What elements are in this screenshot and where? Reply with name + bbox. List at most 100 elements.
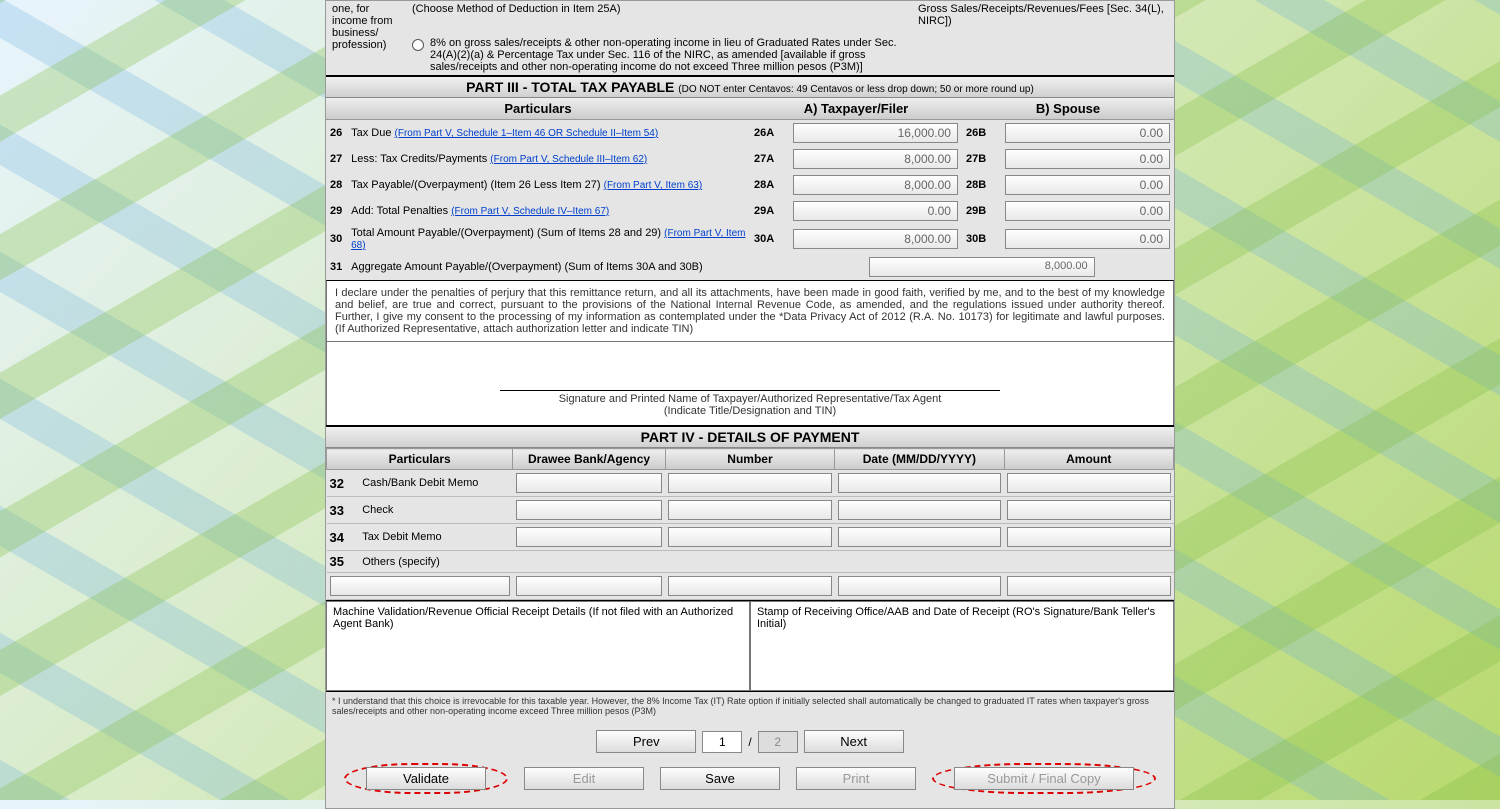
col-b: B) Spouse <box>962 98 1174 120</box>
footnote-text: * I understand that this choice is irrev… <box>326 691 1174 720</box>
p4-col-header: Date (MM/DD/YYYY) <box>835 449 1004 470</box>
p4-input[interactable] <box>838 500 1001 520</box>
next-button[interactable]: Next <box>804 730 904 753</box>
code-a: 29A <box>750 198 789 224</box>
p4-input[interactable] <box>668 527 831 547</box>
code-a: 30A <box>750 224 789 254</box>
value-b-input[interactable]: 0.00 <box>1005 149 1170 169</box>
page-total: 2 <box>758 731 798 753</box>
row-label: Add: Total Penalties (From Part V, Sched… <box>347 198 750 224</box>
page-current[interactable]: 1 <box>702 731 742 753</box>
p4-col-header: Amount <box>1004 449 1173 470</box>
p4-input[interactable] <box>516 500 662 520</box>
submit-highlight: Submit / Final Copy <box>932 763 1156 794</box>
others-specify-input[interactable] <box>330 576 510 596</box>
action-row: Validate Edit Save Print Submit / Final … <box>326 757 1174 808</box>
p4-input[interactable] <box>668 500 831 520</box>
row-num: 32 <box>327 470 360 497</box>
value-a-input[interactable]: 8,000.00 <box>793 149 958 169</box>
page-sep: / <box>748 735 751 749</box>
part3-header: PART III - TOTAL TAX PAYABLE (DO NOT ent… <box>326 75 1174 98</box>
row-num: 30 <box>326 224 347 254</box>
top-right-text: Gross Sales/Receipts/Revenues/Fees [Sec.… <box>918 3 1168 73</box>
row-num: 28 <box>326 172 347 198</box>
declaration-text: I declare under the penalties of perjury… <box>326 280 1174 342</box>
p4-input[interactable] <box>516 576 662 596</box>
value-a-input[interactable]: 8,000.00 <box>793 175 958 195</box>
p4-input[interactable] <box>838 576 1001 596</box>
col-particulars: Particulars <box>326 98 750 120</box>
p4-input[interactable] <box>1007 576 1170 596</box>
value-b-input[interactable]: 0.00 <box>1005 229 1170 249</box>
save-button[interactable]: Save <box>660 767 780 790</box>
code-a: 27A <box>750 146 789 172</box>
validate-button[interactable]: Validate <box>366 767 486 790</box>
p4-row-label: Check <box>359 497 513 524</box>
schedule-link[interactable]: (From Part V, Schedule IV–Item 67) <box>451 206 609 217</box>
p4-input[interactable] <box>516 527 662 547</box>
row-num: 29 <box>326 198 347 224</box>
schedule-link[interactable]: (From Part V, Schedule III–Item 62) <box>490 154 647 165</box>
p4-col-header: Number <box>665 449 834 470</box>
p4-col-header: Drawee Bank/Agency <box>513 449 665 470</box>
p4-input[interactable] <box>838 527 1001 547</box>
rate-8pct-label: 8% on gross sales/receipts & other non-o… <box>430 37 908 73</box>
edit-button[interactable]: Edit <box>524 767 644 790</box>
p4-row-label: Tax Debit Memo <box>359 524 513 551</box>
p4-input[interactable] <box>1007 473 1170 493</box>
part3-table: Particulars A) Taxpayer/Filer B) Spouse … <box>326 98 1174 280</box>
prev-button[interactable]: Prev <box>596 730 696 753</box>
sig-line2: (Indicate Title/Designation and TIN) <box>335 405 1165 417</box>
p4-input[interactable] <box>668 576 831 596</box>
row-label: Less: Tax Credits/Payments (From Part V,… <box>347 146 750 172</box>
part4-table: ParticularsDrawee Bank/AgencyNumberDate … <box>326 448 1174 600</box>
top-left-text: one, for income from business/ professio… <box>332 3 402 73</box>
p4-col-header: Particulars <box>327 449 513 470</box>
code-b: 29B <box>962 198 1001 224</box>
schedule-link[interactable]: (From Part V, Item 68) <box>351 228 745 251</box>
signature-area: Signature and Printed Name of Taxpayer/A… <box>326 342 1174 425</box>
value-b-input[interactable]: 0.00 <box>1005 123 1170 143</box>
schedule-link[interactable]: (From Part V, Schedule 1–Item 46 OR Sche… <box>395 128 659 139</box>
value-a-input[interactable]: 16,000.00 <box>793 123 958 143</box>
top-partial-row: one, for income from business/ professio… <box>326 1 1174 75</box>
validate-highlight: Validate <box>344 763 508 794</box>
sig-line1: Signature and Printed Name of Taxpayer/A… <box>335 393 1165 405</box>
p4-input[interactable] <box>516 473 662 493</box>
value-b-input[interactable]: 0.00 <box>1005 175 1170 195</box>
code-b: 30B <box>962 224 1001 254</box>
row-num: 34 <box>327 524 360 551</box>
stamp-box: Stamp of Receiving Office/AAB and Date o… <box>750 601 1174 691</box>
row-num: 33 <box>327 497 360 524</box>
p4-input[interactable] <box>668 473 831 493</box>
pagination-row: Prev 1 / 2 Next <box>326 720 1174 757</box>
p4-row-label: Others (specify) <box>359 551 513 573</box>
code-b: 27B <box>962 146 1001 172</box>
row-label: Tax Payable/(Overpayment) (Item 26 Less … <box>347 172 750 198</box>
code-b: 26B <box>962 120 1001 147</box>
code-b: 28B <box>962 172 1001 198</box>
rate-8pct-radio[interactable] <box>412 39 424 51</box>
p4-input[interactable] <box>838 473 1001 493</box>
row-num: 27 <box>326 146 347 172</box>
row-label: Total Amount Payable/(Overpayment) (Sum … <box>347 224 750 254</box>
agg-value: 8,000.00 <box>869 257 1095 277</box>
row-num: 35 <box>327 551 360 573</box>
machine-validation-box: Machine Validation/Revenue Official Rece… <box>326 601 750 691</box>
schedule-link[interactable]: (From Part V, Item 63) <box>604 180 703 191</box>
row-label: Tax Due (From Part V, Schedule 1–Item 46… <box>347 120 750 147</box>
row-num: 31 <box>326 254 347 280</box>
code-a: 28A <box>750 172 789 198</box>
value-b-input[interactable]: 0.00 <box>1005 201 1170 221</box>
value-a-input[interactable]: 0.00 <box>793 201 958 221</box>
tax-form-container: one, for income from business/ professio… <box>325 0 1175 809</box>
value-a-input[interactable]: 8,000.00 <box>793 229 958 249</box>
col-a: A) Taxpayer/Filer <box>750 98 962 120</box>
submit-button[interactable]: Submit / Final Copy <box>954 767 1134 790</box>
p4-input[interactable] <box>1007 500 1170 520</box>
code-a: 26A <box>750 120 789 147</box>
p4-input[interactable] <box>1007 527 1170 547</box>
print-button[interactable]: Print <box>796 767 916 790</box>
agg-label: Aggregate Amount Payable/(Overpayment) (… <box>347 254 789 280</box>
validation-boxes: Machine Validation/Revenue Official Rece… <box>326 600 1174 691</box>
